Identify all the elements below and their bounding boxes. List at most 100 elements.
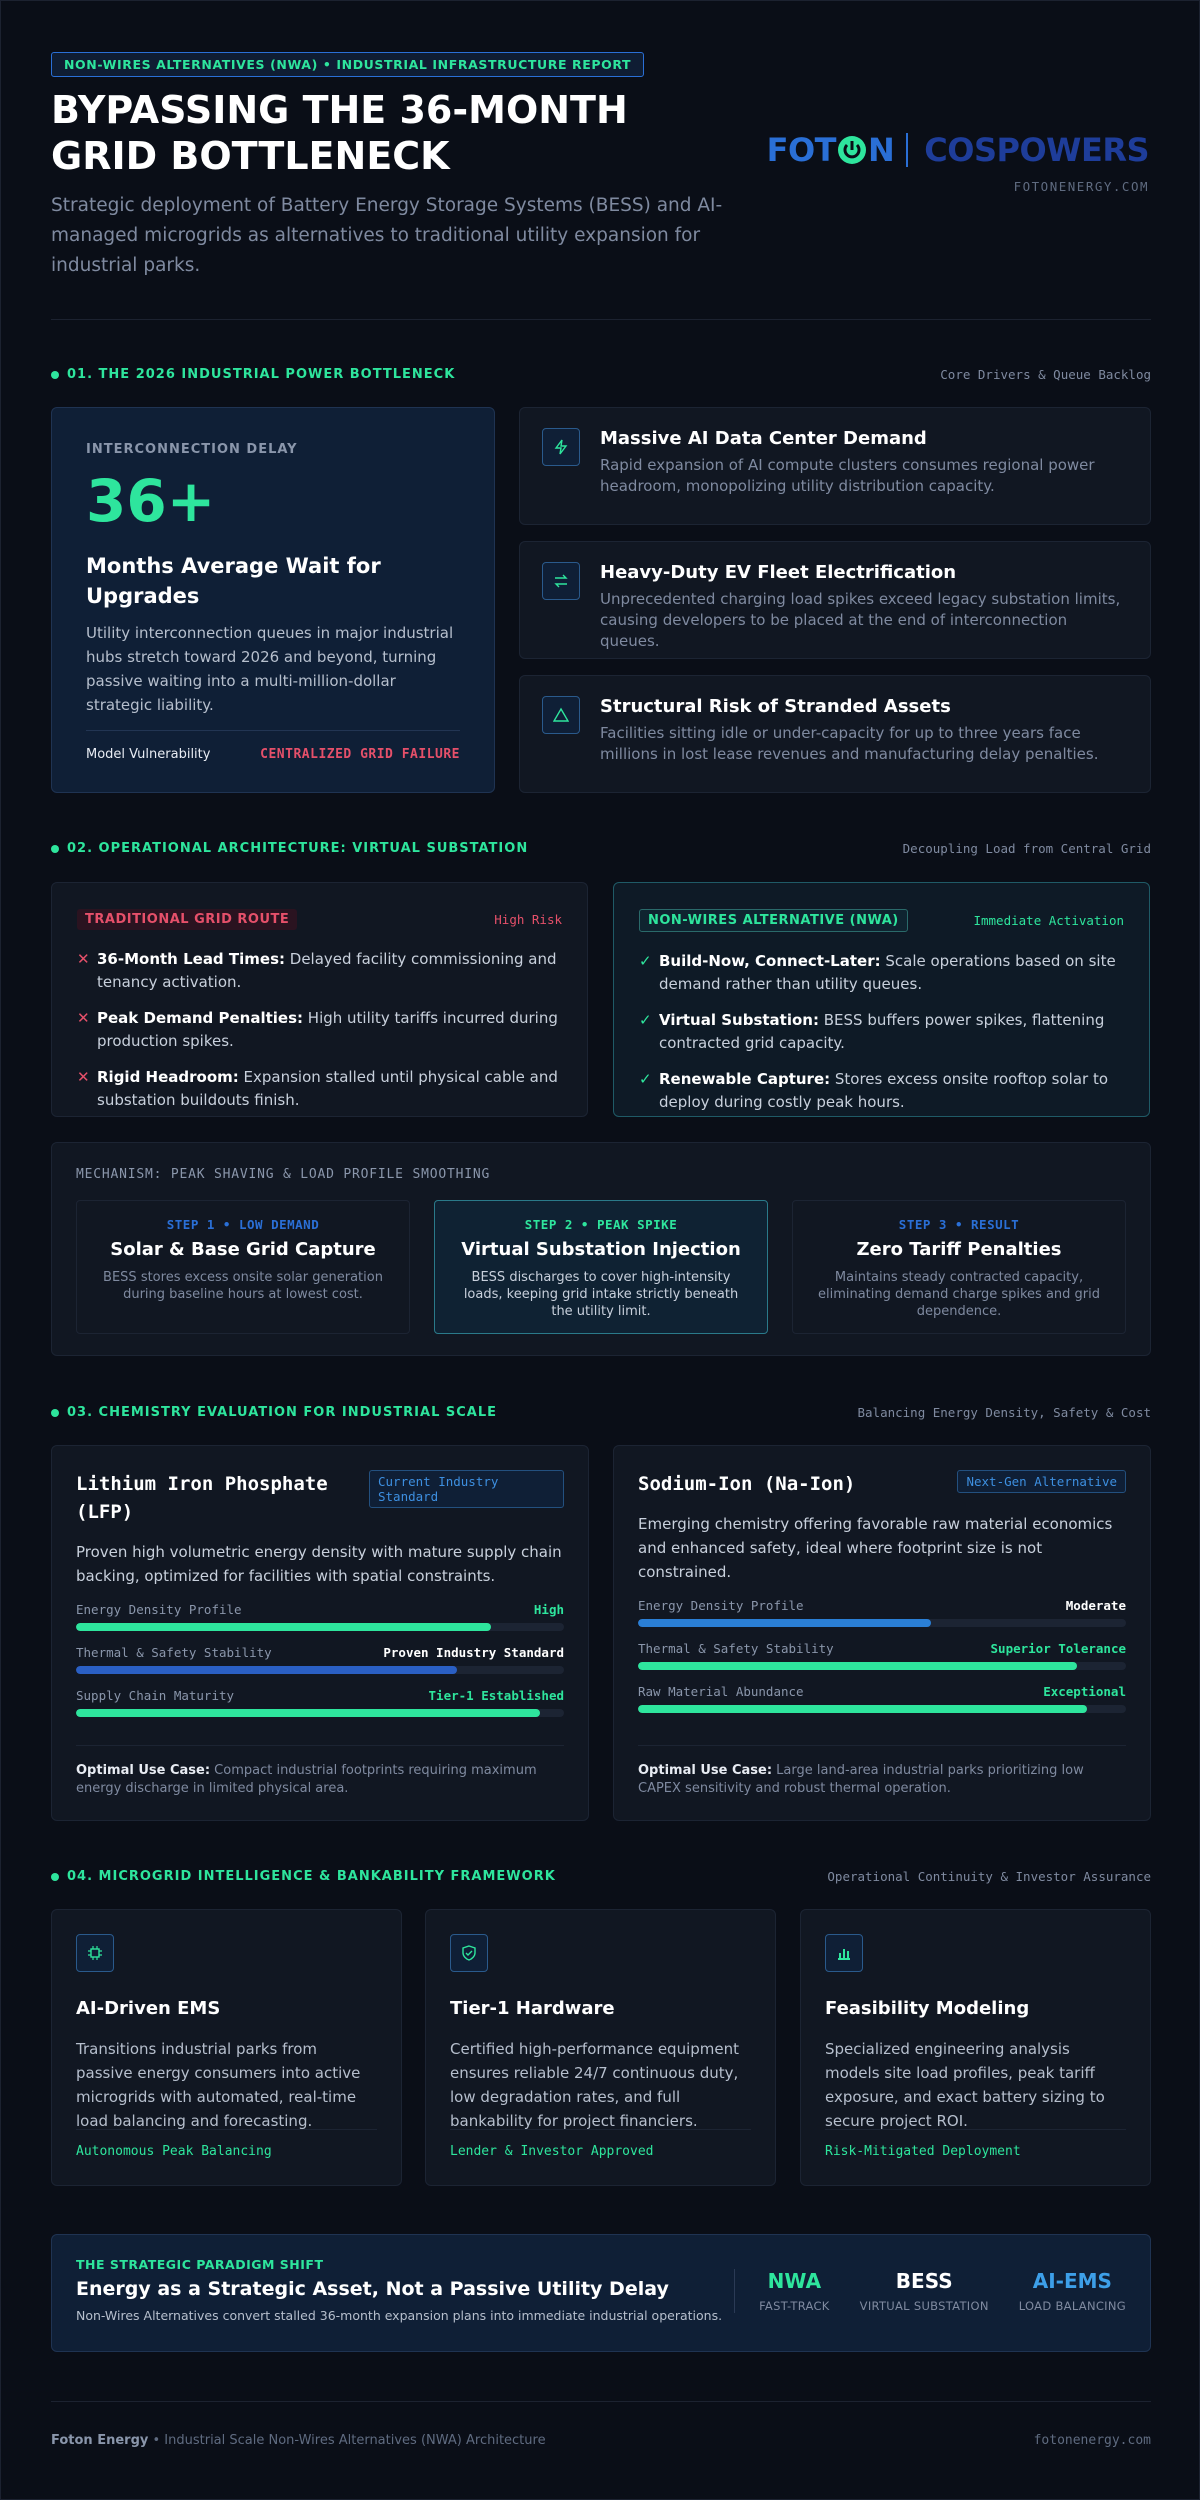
title: BYPASSING THE 36-MONTH GRID BOTTLENECK — [51, 88, 628, 178]
metric-bar — [638, 1619, 931, 1627]
svg — [838, 1949, 850, 1960]
hero-stat: 36+ — [86, 467, 216, 535]
item-marker: ✓ — [639, 1011, 652, 1029]
path — [554, 439, 568, 455]
stat-label: VIRTUAL SUBSTATION — [859, 2299, 989, 2313]
metric-value: Moderate — [1065, 1598, 1126, 1613]
step-text: BESS stores excess onsite solar generati… — [103, 1270, 383, 1302]
metric-label: Supply Chain Maturity — [76, 1688, 235, 1703]
item-text: Scale operations based on site demand ra… — [659, 952, 1116, 993]
metric-value: Superior Tolerance — [990, 1641, 1126, 1656]
section-meta: Core Drivers & Queue Backlog — [940, 367, 1151, 382]
driver-title: Heavy-Duty EV Fleet Electrification — [600, 562, 957, 583]
metric-value: Proven Industry Standard — [383, 1645, 564, 1660]
stat-value: BESS — [895, 2269, 953, 2293]
stat-label: LOAD BALANCING — [1018, 2299, 1126, 2313]
metric-bar — [76, 1623, 491, 1631]
section-header: 04. MICROGRID INTELLIGENCE & BANKABILITY… — [51, 1869, 1151, 1884]
path — [838, 1949, 850, 1960]
metric-row: Supply Chain Maturity Tier-1 Established — [76, 1688, 564, 1703]
driver-text: Facilities sitting idle or under-capacit… — [600, 724, 1099, 763]
step-card: STEP 3 • RESULT Zero Tariff Penalties Main… — [792, 1200, 1126, 1334]
item-body: Peak Demand Penalties: High utility tari… — [97, 1007, 562, 1053]
route-badge: NON-WIRES ALTERNATIVE (NWA) — [639, 909, 908, 932]
driver-card: Massive AI Data Center Demand Rapid expan… — [519, 407, 1151, 525]
item-label: Virtual Substation: — [659, 1011, 819, 1029]
step-label: STEP 2 • PEAK SPIKE — [524, 1217, 678, 1232]
metric-row: Energy Density Profile Moderate — [638, 1598, 1126, 1613]
footer-credit: Foton Energy • Industrial Scale Non-Wire… — [51, 2433, 546, 2448]
step-card: STEP 2 • PEAK SPIKE Virtual Substation In… — [434, 1200, 768, 1334]
metric: Energy Density Profile High — [76, 1602, 564, 1631]
item-body: Renewable Capture: Stores excess onsite … — [659, 1068, 1124, 1114]
top: TRADITIONAL GRID ROUTE High Risk — [77, 909, 562, 930]
feature-tag: Autonomous Peak Balancing — [76, 2129, 377, 2159]
icon — [542, 696, 580, 734]
chemistry-badge: Current Industry Standard — [369, 1470, 564, 1508]
metric: Supply Chain Maturity Tier-1 Established — [76, 1688, 564, 1717]
logo-brand: COSPOWERS — [924, 131, 1149, 169]
feature-text: Certified high-performance equipment ens… — [450, 2040, 740, 2130]
metric-label: Raw Material Abundance — [638, 1684, 804, 1699]
svg — [88, 1946, 102, 1960]
route-card: TRADITIONAL GRID ROUTE High Risk ✕ 36-Mont… — [51, 882, 588, 1117]
chemistry-badge: Next-Gen Alternative — [957, 1470, 1126, 1493]
icon — [76, 1934, 114, 1972]
item-text: Delayed facility commissioning and tenan… — [97, 950, 557, 991]
item-body: Virtual Substation: BESS buffers power s… — [659, 1009, 1124, 1055]
metric-row: Thermal & Safety Stability Superior Toler… — [638, 1641, 1126, 1656]
item-marker: ✓ — [639, 1070, 652, 1088]
feature-card: Feasibility Modeling Specialized engineer… — [800, 1909, 1151, 2186]
logo-separator — [906, 133, 909, 167]
path — [465, 1950, 473, 1956]
metric-row: Energy Density Profile High — [76, 1602, 564, 1617]
metric-bar — [638, 1662, 1078, 1670]
subtitle: Strategic deployment of Battery Energy S… — [51, 195, 723, 276]
chemistry-card: Sodium-Ion (Na-Ion) Next-Gen Alternative E… — [613, 1445, 1151, 1821]
item-body: 36-Month Lead Times: Delayed facility co… — [97, 948, 562, 994]
route-item: ✓ Virtual Substation: BESS buffers power … — [639, 1009, 1124, 1055]
step-label: STEP 1 • LOW DEMAND — [166, 1217, 320, 1232]
metric-label: Thermal & Safety Stability — [638, 1641, 834, 1656]
metric-label: Energy Density Profile — [76, 1602, 242, 1617]
metric-track — [638, 1705, 1126, 1713]
metric: Energy Density Profile Moderate — [638, 1598, 1126, 1627]
route-item: ✕ Rigid Headroom: Expansion stalled until… — [77, 1066, 562, 1112]
banner: THE STRATEGIC PARADIGM SHIFT Energy as a… — [51, 2234, 1151, 2352]
hero-text: Utility interconnection queues in major … — [86, 624, 454, 714]
footer-brand: Foton Energy — [51, 2433, 149, 2448]
banner-stat: NWA FAST-TRACK — [759, 2269, 830, 2313]
footer-text: • Industrial Scale Non-Wires Alternative… — [148, 2433, 546, 2448]
rect — [90, 1948, 100, 1958]
banner-text: Non-Wires Alternatives convert stalled 3… — [76, 2308, 723, 2323]
hero-label: INTERCONNECTION DELAY — [86, 442, 298, 457]
path — [553, 707, 569, 722]
route-status: High Risk — [494, 912, 562, 927]
section-header: 02. OPERATIONAL ARCHITECTURE: VIRTUAL SU… — [51, 841, 1151, 856]
driver-text: Rapid expansion of AI compute clusters c… — [600, 456, 1095, 495]
txt: Massive AI Data Center Demand Rapid expan… — [600, 428, 1128, 504]
steps: STEP 1 • LOW DEMAND Solar & Base Grid Cap… — [76, 1200, 1126, 1334]
step-title: Zero Tariff Penalties — [856, 1239, 1062, 1260]
section-heading: 02. OPERATIONAL ARCHITECTURE: VIRTUAL SU… — [51, 841, 528, 856]
logo-text: FOT — [766, 131, 837, 169]
section-header: 01. THE 2026 INDUSTRIAL POWER BOTTLENECK… — [51, 367, 1151, 382]
report-tag: NON-WIRES ALTERNATIVES (NWA) • INDUSTRIA… — [51, 52, 645, 77]
section-header: 03. CHEMISTRY EVALUATION FOR INDUSTRIAL … — [51, 1405, 1151, 1420]
item-text: Expansion stalled until physical cable a… — [97, 1068, 558, 1109]
metric-value: Tier-1 Established — [428, 1688, 564, 1703]
metric-bar — [638, 1705, 1087, 1713]
stat-value: NWA — [767, 2269, 822, 2293]
mechanism-panel: MECHANISM: PEAK SHAVING & LOAD PROFILE S… — [51, 1142, 1151, 1356]
use-case: Optimal Use Case: Large land-area indust… — [638, 1745, 1126, 1798]
item-text: High utility tariffs incurred during pro… — [97, 1009, 558, 1050]
item-body: Rigid Headroom: Expansion stalled until … — [97, 1066, 562, 1112]
logo: FOT N COSPOWERS — [766, 131, 1150, 169]
metric-label: Thermal & Safety Stability — [76, 1645, 272, 1660]
feature-card: Tier-1 Hardware Certified high-performanc… — [425, 1909, 776, 2186]
feature-tag: Lender & Investor Approved — [450, 2129, 751, 2159]
chemistry-description: Emerging chemistry offering favorable ra… — [638, 1515, 1113, 1581]
feature-title: AI-Driven EMS — [76, 1998, 221, 2019]
use-case: Optimal Use Case: Compact industrial foo… — [76, 1745, 564, 1798]
banner-stat: AI-EMS LOAD BALANCING — [1019, 2269, 1126, 2313]
